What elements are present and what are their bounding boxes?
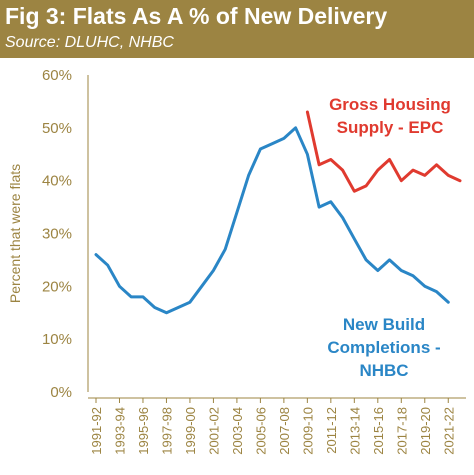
x-tick-label: 1993-94 bbox=[112, 407, 127, 455]
x-tick-label: 2007-08 bbox=[277, 407, 292, 455]
x-tick-label: 2021-22 bbox=[441, 407, 456, 455]
x-tick-label: 2011-12 bbox=[324, 407, 339, 454]
y-axis-label: Percent that were flats bbox=[7, 164, 23, 303]
series-label-nhbc: New Build Completions -NHBC bbox=[327, 315, 440, 380]
y-tick-label: 50% bbox=[42, 120, 72, 137]
chart-title: Fig 3: Flats As A % of New Delivery bbox=[5, 3, 388, 29]
chart-source: Source: DLUHC, NHBC bbox=[5, 34, 174, 51]
y-tick-label: 60% bbox=[42, 67, 72, 84]
y-tick-label: 10% bbox=[42, 331, 72, 348]
x-tick-label: 1997-98 bbox=[159, 407, 174, 455]
x-tick-label: 2013-14 bbox=[347, 407, 362, 455]
x-tick-label: 2015-16 bbox=[371, 407, 386, 455]
y-axis: 0% 10% 20% 30% 40% 50% 60% Percent that were fl… bbox=[7, 67, 89, 401]
x-tick-label: 2017-18 bbox=[394, 407, 409, 455]
series-label-epc: Gross Housing Supply - EPC bbox=[329, 95, 451, 137]
series-line-nhbc bbox=[94, 126, 450, 315]
x-tick-label: 2001-02 bbox=[206, 407, 221, 455]
chart-header: Fig 3: Flats As A % of New Delivery Sour… bbox=[0, 0, 474, 58]
x-tick-label: 1999-00 bbox=[183, 407, 198, 455]
series-line-epc bbox=[305, 110, 462, 193]
annotations: Gross Housing Supply - EPC New Build Comple… bbox=[327, 95, 451, 380]
x-tick-label: 1991-92 bbox=[89, 407, 104, 455]
y-tick-label: 20% bbox=[42, 278, 72, 295]
x-tick-label: 2009-10 bbox=[300, 407, 315, 455]
x-tick-label: 2003-04 bbox=[230, 407, 245, 455]
x-tick-label: 1995-96 bbox=[136, 407, 151, 455]
y-tick-label: 0% bbox=[50, 384, 72, 401]
series-group bbox=[94, 110, 462, 315]
y-tick-label: 40% bbox=[42, 173, 72, 190]
y-tick-label: 30% bbox=[42, 226, 72, 243]
x-tick-label: 2005-06 bbox=[253, 407, 268, 455]
x-axis: 1991-92 1993-94 1995-96 1997-98 1999-00 2001-… bbox=[88, 397, 466, 455]
x-tick-label: 2019-20 bbox=[418, 407, 433, 455]
